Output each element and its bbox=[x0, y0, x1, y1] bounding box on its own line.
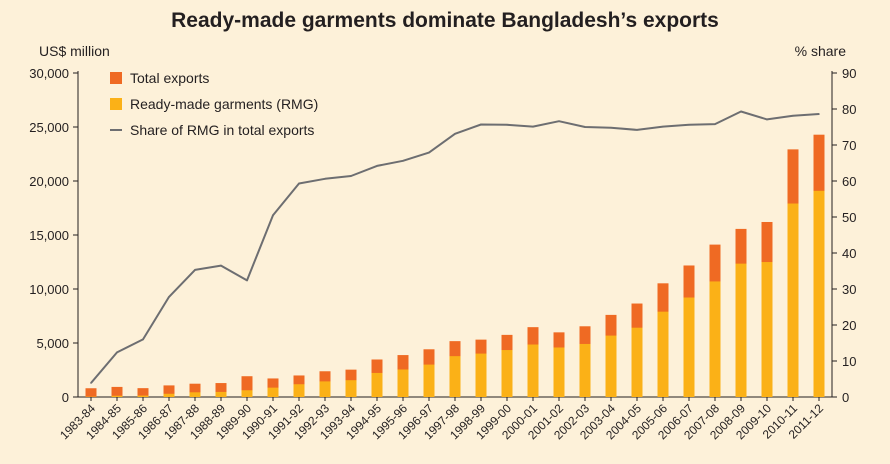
right-tick-label: 20 bbox=[842, 318, 856, 333]
share-point bbox=[792, 115, 794, 117]
share-point bbox=[142, 338, 144, 341]
bar-rmg bbox=[163, 393, 175, 397]
chart-title: Ready-made garments dominate Bangladesh’… bbox=[171, 9, 719, 32]
bar-rmg bbox=[761, 262, 773, 397]
share-point bbox=[116, 351, 118, 354]
bar-rmg bbox=[345, 380, 357, 397]
bar-rmg bbox=[683, 297, 695, 397]
share-point bbox=[740, 110, 742, 113]
left-tick-label: 30,000 bbox=[29, 66, 69, 81]
bar-rmg bbox=[267, 387, 279, 397]
left-tick-label: 25,000 bbox=[29, 120, 69, 135]
bar-rmg bbox=[241, 390, 253, 397]
bar-rmg bbox=[423, 364, 435, 397]
share-point bbox=[376, 165, 378, 167]
share-point bbox=[324, 178, 326, 180]
bar-rmg bbox=[579, 343, 591, 397]
bar-rmg bbox=[371, 372, 383, 397]
share-point bbox=[688, 124, 690, 126]
bar-rmg bbox=[215, 391, 227, 397]
right-tick-label: 10 bbox=[842, 354, 856, 369]
legend-label-share: Share of RMG in total exports bbox=[130, 122, 314, 138]
share-point bbox=[480, 123, 482, 126]
bar-total-exports bbox=[241, 376, 253, 397]
right-tick-label: 90 bbox=[842, 66, 856, 81]
share-point bbox=[766, 118, 768, 121]
bar-rmg bbox=[787, 203, 799, 397]
bars bbox=[85, 134, 825, 397]
legend-label-rmg: Ready-made garments (RMG) bbox=[130, 96, 318, 112]
bar-rmg bbox=[501, 350, 513, 397]
bar-total-exports bbox=[137, 388, 149, 397]
share-point bbox=[714, 123, 716, 125]
x-axis-labels: 1983-841984-851985-861986-871987-881988-… bbox=[57, 401, 826, 442]
bar-rmg bbox=[813, 190, 825, 397]
legend-label-total-exports: Total exports bbox=[130, 70, 209, 86]
right-tick-label: 30 bbox=[842, 282, 856, 297]
share-point bbox=[272, 214, 274, 216]
share-point bbox=[428, 151, 430, 154]
bar-rmg bbox=[553, 347, 565, 397]
bar-rmg bbox=[631, 327, 643, 397]
left-axis-unit: US$ million bbox=[39, 43, 110, 59]
left-tick-label: 10,000 bbox=[29, 282, 69, 297]
share-point bbox=[246, 279, 248, 282]
bar-total-exports bbox=[215, 383, 227, 397]
share-point bbox=[194, 269, 196, 271]
share-point bbox=[168, 296, 170, 298]
right-tick-label: 80 bbox=[842, 102, 856, 117]
left-tick-label: 0 bbox=[62, 390, 69, 405]
bar-total-exports bbox=[111, 386, 123, 397]
share-point bbox=[402, 160, 404, 162]
right-tick-label: 40 bbox=[842, 246, 856, 261]
share-point bbox=[506, 124, 508, 126]
bar-rmg bbox=[735, 263, 747, 397]
share-point bbox=[818, 113, 820, 115]
legend-swatch-total-exports bbox=[110, 72, 122, 84]
bar-rmg bbox=[137, 395, 149, 397]
right-axis-unit: % share bbox=[795, 43, 847, 59]
share-point bbox=[584, 126, 586, 128]
bar-rmg bbox=[189, 392, 201, 397]
share-point bbox=[558, 120, 560, 123]
share-point bbox=[90, 382, 92, 384]
right-tick-label: 60 bbox=[842, 174, 856, 189]
share-point bbox=[220, 264, 222, 267]
left-tick-label: 5,000 bbox=[36, 336, 69, 351]
share-point bbox=[636, 129, 638, 131]
right-tick-label: 0 bbox=[842, 390, 849, 405]
bar-rmg bbox=[449, 356, 461, 397]
bar-rmg bbox=[319, 381, 331, 397]
right-tick-label: 70 bbox=[842, 138, 856, 153]
share-line-layer bbox=[90, 110, 820, 384]
legend: Total exports Ready-made garments (RMG) … bbox=[110, 70, 318, 138]
share-point bbox=[454, 133, 456, 135]
share-point bbox=[662, 125, 664, 128]
share-point bbox=[350, 175, 352, 177]
bar-rmg bbox=[111, 395, 123, 397]
share-point bbox=[532, 125, 534, 128]
left-tick-label: 20,000 bbox=[29, 174, 69, 189]
axes: 0 5,000 10,000 15,000 20,000 25,000 30,000 0 10 2… bbox=[29, 66, 856, 405]
bar-total-exports bbox=[189, 383, 201, 397]
bar-total-exports bbox=[163, 385, 175, 397]
legend-swatch-rmg bbox=[110, 98, 122, 110]
bar-rmg bbox=[475, 353, 487, 397]
bar-rmg bbox=[605, 335, 617, 397]
share-point bbox=[298, 182, 300, 185]
bar-rmg bbox=[527, 344, 539, 397]
bar-rmg bbox=[293, 384, 305, 397]
right-tick-label: 50 bbox=[842, 210, 856, 225]
bar-rmg bbox=[709, 281, 721, 397]
bar-rmg bbox=[397, 369, 409, 397]
share-point bbox=[610, 126, 612, 129]
bar-rmg bbox=[657, 311, 669, 397]
left-tick-label: 15,000 bbox=[29, 228, 69, 243]
bar-total-exports bbox=[85, 388, 97, 397]
